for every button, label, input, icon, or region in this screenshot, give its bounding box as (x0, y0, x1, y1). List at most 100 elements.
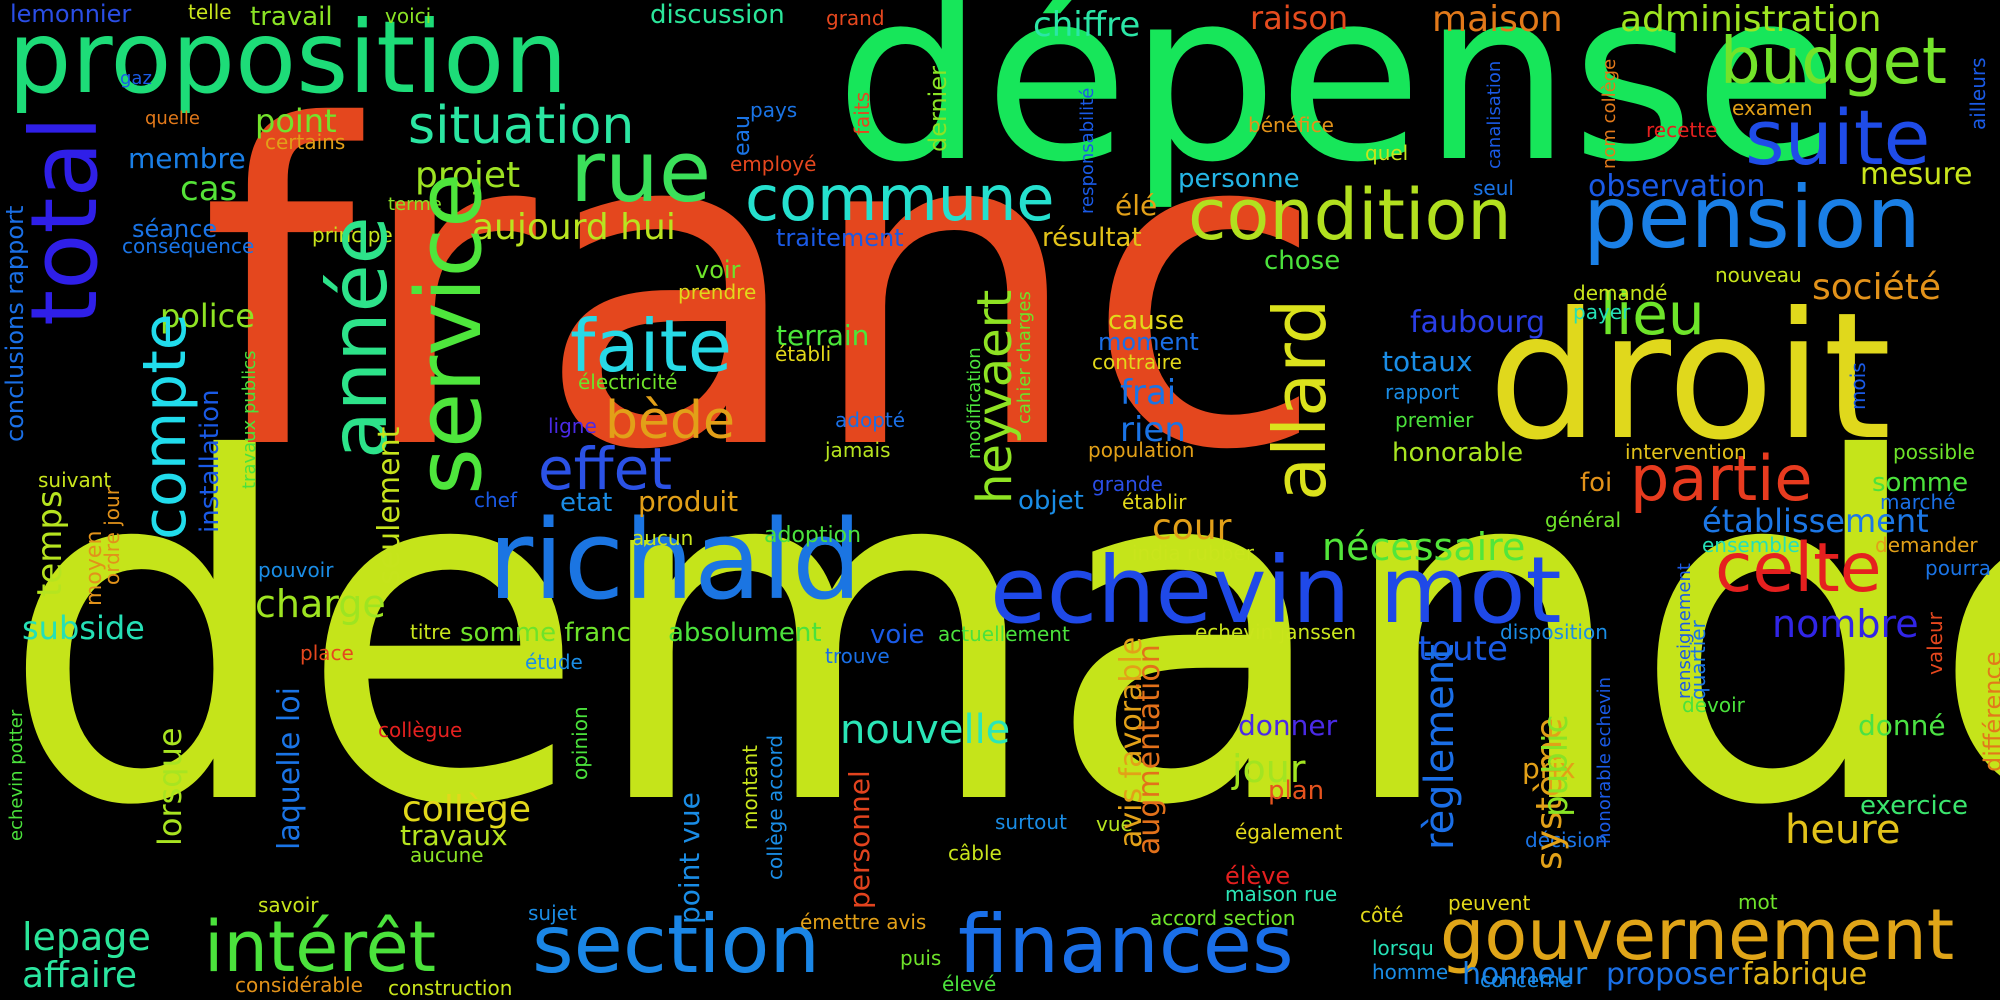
word-frai: frai (1120, 373, 1177, 413)
word-ordre-jour: ordre jour (100, 487, 124, 585)
word-voie: voie (870, 620, 925, 650)
word-bede: bède (605, 391, 735, 451)
word-aucun: aucun (632, 526, 694, 550)
word-valeur: valeur (1923, 612, 1947, 675)
word-grande: grande (1092, 472, 1163, 496)
word-honorable-echevin: honorable echevin (1594, 676, 1615, 844)
word-quartier: quartier (1686, 620, 1710, 700)
word-possible: possible (1893, 440, 1975, 464)
word-trouve: trouve (825, 644, 890, 668)
word-voici: voici (385, 4, 432, 28)
word-employe: employé (730, 152, 817, 176)
word-india-rubber: india rubber (1132, 541, 1254, 565)
word-gaz: gaz (120, 68, 152, 89)
word-resultat: résultat (1042, 223, 1142, 253)
word-depense: dépense (835, 0, 1839, 214)
word-budget: budget (1720, 25, 1947, 99)
word-necessaire: nécessaire (1322, 525, 1526, 569)
word-pouvoir: pouvoir (258, 558, 334, 582)
word-plan: plan (1268, 776, 1325, 806)
word-subside: subside (22, 609, 145, 647)
word-laquelle-loi: laquelle loi (272, 687, 307, 850)
word-benefice: bénéfice (1248, 113, 1334, 137)
word-electricite: électricité (578, 370, 678, 394)
word-effet: effet (538, 435, 673, 503)
word-ailleurs: ailleurs (1966, 57, 1990, 130)
word-montant: montant (738, 744, 762, 830)
word-lemonnier: lemonnier (10, 0, 132, 28)
word-moment: moment (1098, 328, 1199, 356)
word-charge: charge (255, 582, 386, 626)
word-interet: intérêt (204, 906, 437, 988)
word-etabli: établi (775, 342, 832, 366)
word-intervention: intervention (1625, 440, 1747, 464)
word-administration: administration (1620, 0, 1882, 40)
word-college: collège (402, 789, 531, 830)
word-prix: prix (1522, 752, 1576, 785)
word-nouvelle: nouvelle (840, 707, 1011, 753)
word-savoir: savoir (258, 893, 319, 917)
word-membre: membre (128, 142, 246, 175)
word-disposition: disposition (1500, 620, 1608, 644)
word-aucune: aucune (410, 843, 484, 867)
word-donne: donné (1858, 709, 1946, 742)
word-dernier: dernier (924, 66, 952, 152)
word-faite: faite (570, 304, 732, 388)
word-certains: certains (265, 130, 346, 154)
word-collegue: collègue (378, 718, 463, 742)
word-principe: principe (312, 223, 393, 247)
word-construction: construction (388, 976, 513, 1000)
word-gouvernement: gouvernement (1440, 894, 1955, 976)
word-eleve2: élève (1225, 862, 1291, 890)
word-celte: celte (1715, 529, 1882, 608)
word-lepage: lepage (22, 915, 151, 959)
word-recette: recette (1646, 118, 1718, 142)
word-accord-section: accord section (1150, 906, 1296, 930)
word-discussion: discussion (650, 0, 785, 30)
word-rue: rue (570, 123, 712, 222)
word-echevin-janssen: echevin janssen (1195, 620, 1357, 644)
word-totaux: totaux (1382, 345, 1473, 378)
word-maison-rue: maison rue (1225, 882, 1338, 906)
word-demander: demander (1875, 533, 1978, 557)
word-surtout: surtout (995, 810, 1067, 834)
word-public: public (1536, 714, 1576, 817)
word-suivant: suivant (38, 468, 112, 492)
word-quel: quel (1365, 141, 1409, 165)
word-richald: richald (488, 496, 862, 624)
word-section: section (532, 898, 821, 991)
word-mesure: mesure (1860, 157, 1973, 192)
word-point-vue: point vue (673, 792, 706, 924)
word-cas: cas (180, 169, 238, 209)
word-grand: grand (826, 6, 885, 30)
word-egalement: également (1235, 820, 1343, 844)
word-etablir: établir (1122, 490, 1187, 514)
word-vue: vue (1096, 812, 1133, 836)
word-seul: seul (1473, 176, 1514, 200)
word-partie: partie (1630, 442, 1813, 515)
word-travaux: travaux (400, 819, 508, 852)
word-lorsque: lorsque (151, 727, 189, 846)
word-absolument: absolument (668, 618, 822, 648)
word-commune: commune (745, 162, 1055, 235)
word-cable: câble (948, 841, 1002, 865)
word-modification: modification (964, 347, 985, 459)
word-ele: élé (1115, 189, 1158, 222)
word-general: général (1545, 508, 1622, 532)
word-payer: payer (1573, 300, 1631, 324)
word-terme: terme (388, 194, 442, 215)
word-chose: chose (1264, 246, 1341, 276)
word-societe: société (1812, 267, 1941, 308)
word-maison: maison (1432, 0, 1563, 40)
word-donner: donner (1238, 709, 1338, 742)
word-police: police (160, 297, 255, 335)
word-titre: titre (410, 620, 452, 644)
word-cote: côté (1360, 903, 1404, 927)
word-examen: examen (1732, 96, 1813, 120)
word-temps: temps (30, 490, 70, 597)
word-allard: allard (1258, 298, 1342, 501)
word-quelle: quelle (145, 108, 200, 129)
word-somme: somme (1872, 468, 1969, 498)
word-proposition: proposition (8, 0, 568, 116)
